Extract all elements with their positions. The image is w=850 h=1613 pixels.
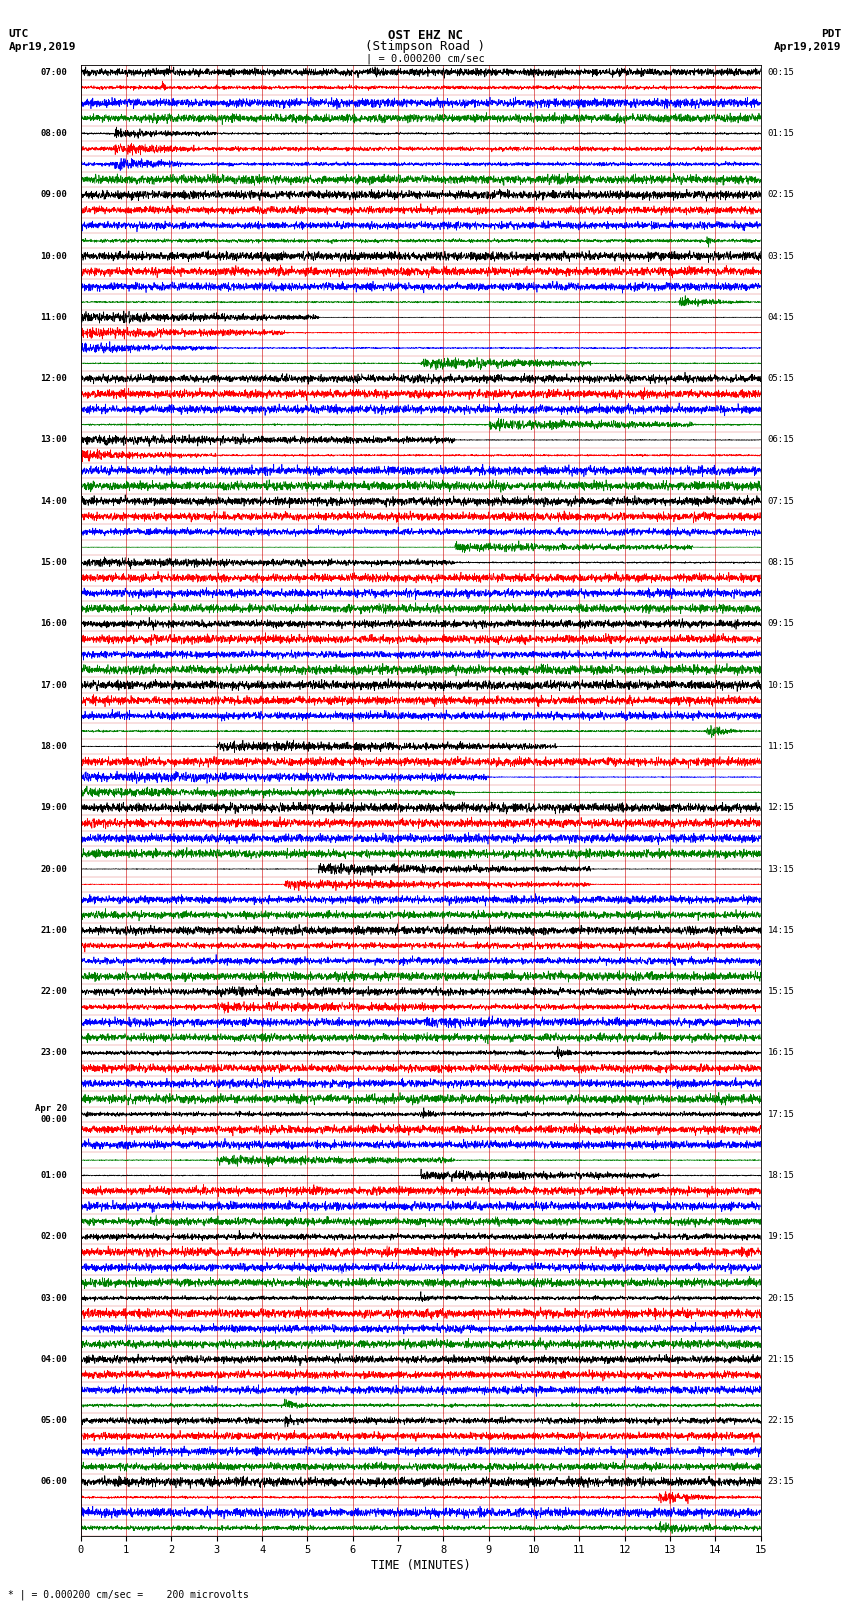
Text: 05:00: 05:00 (40, 1416, 67, 1426)
Text: 23:00: 23:00 (40, 1048, 67, 1058)
Text: 16:15: 16:15 (768, 1048, 795, 1058)
X-axis label: TIME (MINUTES): TIME (MINUTES) (371, 1560, 471, 1573)
Text: 17:00: 17:00 (40, 681, 67, 690)
Text: Apr 20
00:00: Apr 20 00:00 (35, 1105, 67, 1124)
Text: 07:15: 07:15 (768, 497, 795, 506)
Text: 17:15: 17:15 (768, 1110, 795, 1119)
Text: 19:15: 19:15 (768, 1232, 795, 1242)
Text: Apr19,2019: Apr19,2019 (774, 42, 842, 52)
Text: 22:15: 22:15 (768, 1416, 795, 1426)
Text: 11:15: 11:15 (768, 742, 795, 752)
Text: 08:00: 08:00 (40, 129, 67, 139)
Text: 18:00: 18:00 (40, 742, 67, 752)
Text: 15:00: 15:00 (40, 558, 67, 568)
Text: 22:00: 22:00 (40, 987, 67, 997)
Text: 19:00: 19:00 (40, 803, 67, 813)
Text: 03:15: 03:15 (768, 252, 795, 261)
Text: 06:15: 06:15 (768, 436, 795, 445)
Text: 21:15: 21:15 (768, 1355, 795, 1365)
Text: 18:15: 18:15 (768, 1171, 795, 1181)
Text: 13:15: 13:15 (768, 865, 795, 874)
Text: 08:15: 08:15 (768, 558, 795, 568)
Text: 21:00: 21:00 (40, 926, 67, 936)
Text: | = 0.000200 cm/sec: | = 0.000200 cm/sec (366, 53, 484, 65)
Text: 15:15: 15:15 (768, 987, 795, 997)
Text: 23:15: 23:15 (768, 1478, 795, 1487)
Text: 13:00: 13:00 (40, 436, 67, 445)
Text: Apr19,2019: Apr19,2019 (8, 42, 76, 52)
Text: UTC: UTC (8, 29, 29, 39)
Text: 14:15: 14:15 (768, 926, 795, 936)
Text: 12:00: 12:00 (40, 374, 67, 384)
Text: 09:00: 09:00 (40, 190, 67, 200)
Text: 11:00: 11:00 (40, 313, 67, 323)
Text: 06:00: 06:00 (40, 1478, 67, 1487)
Text: 00:15: 00:15 (768, 68, 795, 77)
Text: OST EHZ NC: OST EHZ NC (388, 29, 462, 42)
Text: 20:15: 20:15 (768, 1294, 795, 1303)
Text: 07:00: 07:00 (40, 68, 67, 77)
Text: 05:15: 05:15 (768, 374, 795, 384)
Text: 10:15: 10:15 (768, 681, 795, 690)
Text: (Stimpson Road ): (Stimpson Road ) (365, 40, 485, 53)
Text: 04:15: 04:15 (768, 313, 795, 323)
Text: 16:00: 16:00 (40, 619, 67, 629)
Text: PDT: PDT (821, 29, 842, 39)
Text: 02:00: 02:00 (40, 1232, 67, 1242)
Text: 04:00: 04:00 (40, 1355, 67, 1365)
Text: 14:00: 14:00 (40, 497, 67, 506)
Text: 02:15: 02:15 (768, 190, 795, 200)
Text: 20:00: 20:00 (40, 865, 67, 874)
Text: 03:00: 03:00 (40, 1294, 67, 1303)
Text: 01:00: 01:00 (40, 1171, 67, 1181)
Text: 09:15: 09:15 (768, 619, 795, 629)
Text: * | = 0.000200 cm/sec =    200 microvolts: * | = 0.000200 cm/sec = 200 microvolts (8, 1589, 249, 1600)
Text: 01:15: 01:15 (768, 129, 795, 139)
Text: 10:00: 10:00 (40, 252, 67, 261)
Text: 12:15: 12:15 (768, 803, 795, 813)
